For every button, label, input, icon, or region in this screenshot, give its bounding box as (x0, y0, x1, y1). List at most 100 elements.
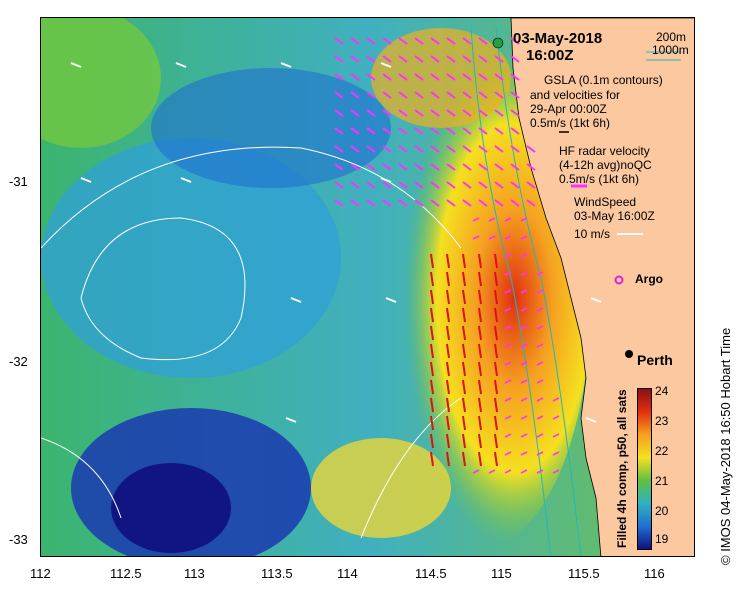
cool-region (41, 138, 341, 378)
velocity-arrow (350, 37, 360, 45)
colorbar-tick: 19 (655, 532, 669, 546)
perth-marker[interactable] (625, 350, 633, 358)
velocity-arrow (430, 181, 440, 189)
velocity-arrow (414, 73, 424, 81)
velocity-arrow (334, 199, 344, 207)
velocity-arrow (398, 199, 408, 207)
velocity-arrow (478, 145, 488, 153)
velocity-arrow (414, 199, 424, 207)
velocity-arrow (510, 127, 520, 135)
wind-legend-1: WindSpeed (574, 195, 637, 209)
velocity-arrow (536, 343, 544, 348)
velocity-arrow (526, 181, 536, 189)
velocity-arrow (414, 145, 424, 153)
velocity-arrow (414, 55, 424, 63)
perth-label: Perth (637, 352, 673, 368)
velocity-arrow (488, 469, 496, 474)
velocity-arrow (504, 289, 512, 294)
gsla-legend-3: 29-Apr 00:00Z (530, 102, 607, 116)
velocity-arrow (462, 325, 466, 341)
date-label: 03-May-2018 (513, 30, 603, 47)
gsla-legend-2: and velocities for (530, 88, 621, 102)
velocity-arrow (494, 109, 504, 117)
velocity-arrow (536, 271, 544, 276)
velocity-arrow (504, 379, 512, 384)
x-tick: 114 (337, 566, 358, 581)
velocity-arrow (510, 199, 520, 207)
gsla-contour (41, 437, 122, 519)
velocity-arrow (446, 73, 456, 81)
velocity-arrow (462, 451, 466, 467)
velocity-arrow (350, 181, 360, 189)
velocity-arrow (494, 433, 498, 449)
velocity-arrow (494, 451, 498, 467)
velocity-arrows (70, 37, 602, 474)
velocity-arrow (536, 289, 544, 294)
gsla-contour (360, 397, 462, 539)
velocity-arrow (510, 73, 520, 81)
velocity-arrow (382, 55, 392, 63)
credit-label: © IMOS 04-May-2018 16:50 Hobart Time (718, 327, 733, 565)
velocity-arrow (520, 397, 528, 402)
velocity-arrow (478, 37, 488, 45)
velocity-arrow (414, 127, 424, 135)
velocity-arrow (552, 415, 560, 420)
argo-marker-north[interactable] (492, 37, 504, 49)
velocity-arrow (462, 271, 466, 287)
argo-label: Argo (635, 272, 663, 286)
velocity-arrow (462, 199, 472, 207)
colorbar-tick: 22 (655, 444, 669, 458)
velocity-arrow (510, 91, 520, 99)
x-tick: 112 (30, 566, 51, 581)
wind-legend-scale: 10 m/s (574, 227, 611, 241)
velocity-arrow (380, 62, 392, 68)
velocity-arrow (350, 145, 360, 153)
isobath-200-label: 200m (656, 30, 687, 44)
velocity-arrow (350, 73, 360, 81)
velocity-arrow (382, 127, 392, 135)
velocity-arrow (520, 415, 528, 420)
velocity-arrow (494, 361, 498, 377)
velocity-arrow (334, 163, 344, 171)
velocity-arrow (510, 145, 520, 153)
velocity-arrow (430, 271, 434, 287)
velocity-arrow (414, 91, 424, 99)
y-tick: -32 (9, 354, 28, 369)
velocity-arrow (520, 307, 528, 312)
velocity-arrow (494, 55, 504, 63)
velocity-arrow (472, 235, 480, 240)
velocity-arrow (446, 433, 450, 449)
velocity-arrow (334, 55, 344, 63)
hf-legend-2: (4-12h avg)noQC (559, 158, 652, 172)
velocity-arrow (366, 109, 376, 117)
velocity-arrow (446, 325, 450, 341)
velocity-arrow (414, 37, 424, 45)
velocity-arrow (382, 181, 392, 189)
velocity-arrow (462, 361, 466, 377)
colorbar (637, 388, 652, 550)
gsla-legend-scale: 0.5m/s (1kt 6h) (530, 116, 611, 130)
velocity-arrow (398, 91, 408, 99)
x-tick: 113.5 (261, 566, 293, 581)
velocity-arrow (446, 379, 450, 395)
argo-marker[interactable] (614, 275, 624, 285)
isobath-1000 (470, 27, 552, 556)
velocity-arrow (430, 361, 434, 377)
velocity-arrow (414, 181, 424, 189)
velocity-arrow (334, 109, 344, 117)
velocity-arrow (430, 343, 434, 359)
velocity-arrow (510, 163, 520, 171)
velocity-arrow (180, 177, 192, 183)
velocity-arrow (430, 37, 440, 45)
velocity-arrow (462, 343, 466, 359)
velocity-arrow (552, 469, 560, 474)
velocity-arrow (494, 145, 504, 153)
velocity-arrow (504, 325, 512, 330)
velocity-arrow (446, 109, 456, 117)
colorbar-tick: 24 (655, 384, 669, 398)
velocity-arrow (446, 289, 450, 305)
velocity-arrow (520, 469, 528, 474)
velocity-arrow (478, 433, 482, 449)
velocity-arrow (536, 469, 544, 474)
velocity-arrow (552, 433, 560, 438)
